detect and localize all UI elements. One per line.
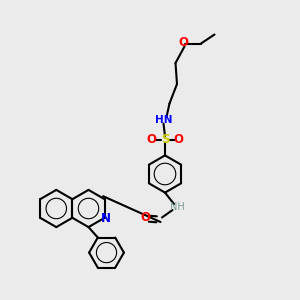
Text: HN: HN (155, 115, 172, 125)
Text: O: O (178, 35, 188, 49)
Text: N: N (100, 212, 110, 225)
Text: O: O (173, 133, 184, 146)
Text: NH: NH (169, 202, 184, 212)
Text: O: O (146, 133, 157, 146)
Text: O: O (140, 211, 151, 224)
Text: S: S (161, 133, 169, 146)
